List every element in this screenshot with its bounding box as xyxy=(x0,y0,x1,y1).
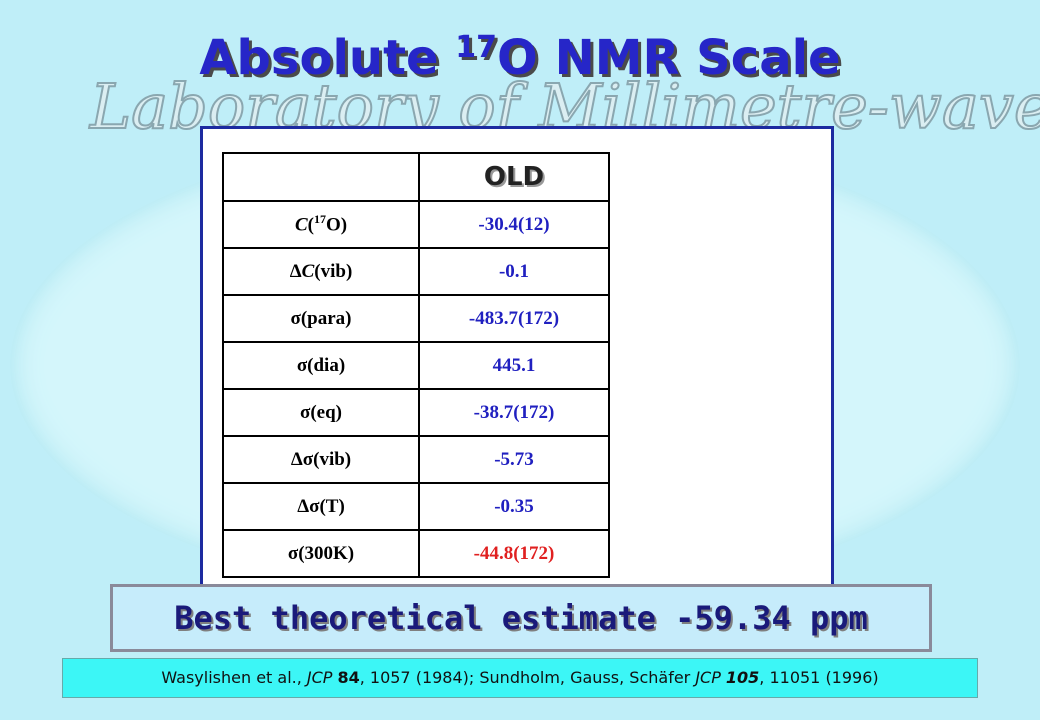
t: , 11051 (1996) xyxy=(759,668,879,687)
value: -483.7(172) xyxy=(418,294,610,343)
row-label: C(17O) xyxy=(222,200,420,249)
t: Δ xyxy=(289,260,302,282)
row-label: Δσ(T) xyxy=(222,482,420,531)
row-label: σ(para) xyxy=(222,294,420,343)
value: -0.1 xyxy=(418,247,610,296)
table: OLD C(17O) -30.4(12) ΔC(vib) -0.1 σ(para) -… xyxy=(222,152,610,578)
row-label: σ(300K) xyxy=(222,529,420,578)
value: -0.35 xyxy=(418,482,610,531)
t: 17 xyxy=(313,212,326,227)
citation: Wasylishen et al., JCP 84, 1057 (1984); S… xyxy=(62,658,978,698)
value: -38.7(172) xyxy=(418,388,610,437)
t: JCP xyxy=(306,668,333,687)
title: Absolute 17O NMR Scale xyxy=(0,30,1040,86)
title-text: Absolute xyxy=(199,30,456,86)
t: 84 xyxy=(337,668,360,687)
t: C xyxy=(301,260,315,282)
header: OLD xyxy=(418,152,610,202)
title-sup: 17 xyxy=(455,30,498,65)
value: -5.73 xyxy=(418,435,610,484)
t: (vib) xyxy=(314,260,353,282)
cell xyxy=(222,152,420,202)
t: , 1057 (1984); Sundholm, Gauss, Schäfer xyxy=(359,668,696,687)
title-text: O NMR Scale xyxy=(497,30,841,86)
t: ( xyxy=(307,214,314,236)
row-label: σ(eq) xyxy=(222,388,420,437)
banner: Best theoretical estimate -59.34 ppm xyxy=(110,584,932,652)
row-label: σ(dia) xyxy=(222,341,420,390)
t: Wasylishen et al., xyxy=(161,668,307,687)
row-label: Δσ(vib) xyxy=(222,435,420,484)
value: -44.8(172) xyxy=(418,529,610,578)
value: -30.4(12) xyxy=(418,200,610,249)
t: O) xyxy=(325,214,348,236)
row-label: ΔC(vib) xyxy=(222,247,420,296)
value: 445.1 xyxy=(418,341,610,390)
t: 105 xyxy=(725,668,760,687)
t: C xyxy=(294,214,308,236)
t: JCP xyxy=(695,668,721,687)
